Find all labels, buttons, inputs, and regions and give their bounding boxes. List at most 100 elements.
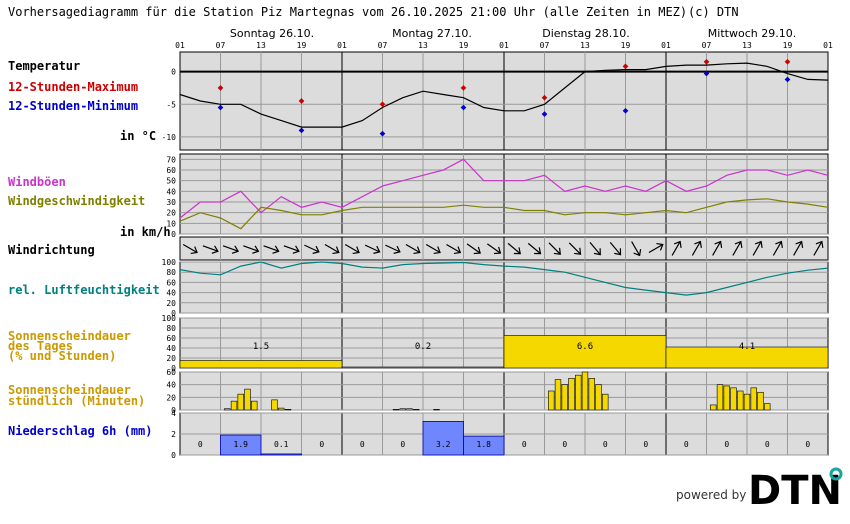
sunshine-hour-bar	[743, 393, 751, 411]
sunshine-hour-bar	[716, 384, 724, 411]
y-tick-label: 40	[166, 344, 176, 353]
wind-arrow-shaft	[344, 243, 360, 254]
hour-tick-label: 01	[499, 41, 509, 50]
wind-arrow-shaft	[793, 241, 803, 256]
sunshine-hour-bar	[602, 393, 609, 411]
wind-arrow-shaft	[425, 243, 441, 254]
wind-arrow-head	[553, 247, 561, 255]
wind-arrow-shaft	[712, 241, 722, 256]
wind-arrow	[425, 243, 441, 255]
wind-arrow-head	[714, 240, 723, 248]
sunshine-hour-bar	[575, 374, 582, 411]
wind-arrow-head	[352, 246, 360, 255]
label-humidity: rel. Luftfeuchtigkeit	[8, 283, 160, 297]
wind-arrow-head	[332, 246, 340, 255]
wind-arrow	[671, 240, 682, 256]
wind-arrow-shaft	[752, 241, 762, 256]
wind-arrow-shaft	[486, 243, 501, 254]
wind-arrow-head	[694, 240, 702, 248]
day-label: Sonntag 26.10.	[230, 27, 314, 40]
wind-arrow-shaft	[304, 244, 320, 253]
y-tick-label: 50	[166, 177, 176, 186]
wind-arrow	[222, 245, 240, 254]
wind-arrow	[631, 241, 642, 257]
sunshine-hour-bar	[392, 409, 400, 411]
sunshine-hour-bar	[433, 409, 440, 411]
precip-label: 1.8	[477, 440, 492, 449]
hour-tick-label: 19	[459, 41, 469, 50]
hour-tick-label: 01	[337, 41, 347, 50]
dtn-logo-icon: DTN	[748, 467, 843, 510]
label-sun-day-2: des Tages	[8, 339, 73, 353]
precip-label: 0	[603, 440, 608, 449]
y-tick-label: 60	[166, 368, 176, 377]
sunshine-hour-bar	[224, 408, 231, 411]
precip-bar	[220, 434, 262, 456]
precip-label: 0	[724, 440, 729, 449]
y-tick-label: 40	[166, 289, 176, 298]
hour-tick-label: 07	[540, 41, 550, 50]
hour-tick-label: 01	[175, 41, 185, 50]
hour-tick-label: 07	[702, 41, 712, 50]
wind-arrow-shaft	[568, 242, 581, 255]
sunshine-hour-bar	[757, 391, 764, 411]
y-tick-label: 60	[166, 278, 176, 287]
label-winddir: Windrichtung	[8, 243, 95, 257]
y-tick-label: 0	[171, 230, 176, 239]
precip-label: 0	[765, 440, 770, 449]
wind-arrow-head	[534, 247, 542, 255]
y-tick-label: 10	[166, 219, 176, 228]
label-sun-hour-2: stündlich (Minuten)	[8, 394, 145, 408]
wind-arrow-shaft	[732, 241, 742, 256]
label-wind-unit: in km/h	[120, 225, 171, 239]
wind-arrow	[712, 240, 723, 256]
day-label: Montag 27.10.	[392, 27, 472, 40]
wind-arrow	[527, 242, 542, 255]
sunshine-hour-bar	[406, 408, 413, 411]
y-tick-label: 0	[171, 309, 176, 318]
tmax-point	[622, 63, 629, 70]
wind-arrow-head	[292, 245, 300, 254]
wind-arrow-shaft	[631, 241, 641, 256]
wind-arrow	[691, 240, 702, 256]
sunshine-hour-bar	[581, 371, 589, 411]
sunshine-hour-bar	[595, 384, 602, 411]
y-tick-label: 100	[162, 258, 177, 267]
panel-temp: 0 -5 -10	[162, 51, 829, 151]
wind-arrow-shaft	[507, 242, 521, 255]
sunshine-day-label: 4.1	[739, 342, 755, 352]
tmin-point	[541, 111, 548, 117]
panel-dir	[179, 236, 829, 261]
precip-label: 0	[562, 440, 567, 449]
wind-arrow	[507, 242, 521, 255]
y-tick-label: 30	[166, 198, 176, 207]
sunshine-hour-bar	[251, 400, 258, 411]
label-sun-day-1: Sonnenscheindauer	[8, 329, 131, 343]
wind-arrow	[283, 245, 300, 254]
precip-label: 0	[684, 440, 689, 449]
wind-arrow	[732, 240, 743, 256]
hour-tick-label: 13	[580, 41, 590, 50]
tmin-point	[298, 127, 305, 134]
y-tick-label: 2	[171, 430, 176, 439]
sunshine-day-label: 0.2	[415, 342, 431, 352]
label-tmin: 12-Stunden-Minimum	[8, 99, 138, 113]
wind-arrow-head	[574, 247, 582, 255]
y-tick-label: 70	[166, 155, 176, 164]
precip-bar	[463, 435, 505, 456]
wind-arrow	[466, 243, 481, 255]
wind-arrow	[568, 242, 582, 255]
wind-arrow-head	[633, 249, 642, 257]
sunshine-hour-bar	[244, 388, 251, 411]
wind-arrow	[548, 242, 561, 255]
wind-arrow-shaft	[548, 242, 561, 255]
gusts-line	[179, 158, 829, 219]
wind-arrow	[752, 240, 763, 256]
hour-tick-label: 07	[216, 41, 226, 50]
sunshine-day-bar	[341, 366, 505, 369]
tmax-point	[217, 85, 224, 91]
y-tick-label: 0	[171, 451, 176, 460]
tmax-point	[703, 58, 710, 65]
y-tick-label: 60	[166, 166, 176, 175]
sunshine-hour-bar	[568, 378, 575, 411]
